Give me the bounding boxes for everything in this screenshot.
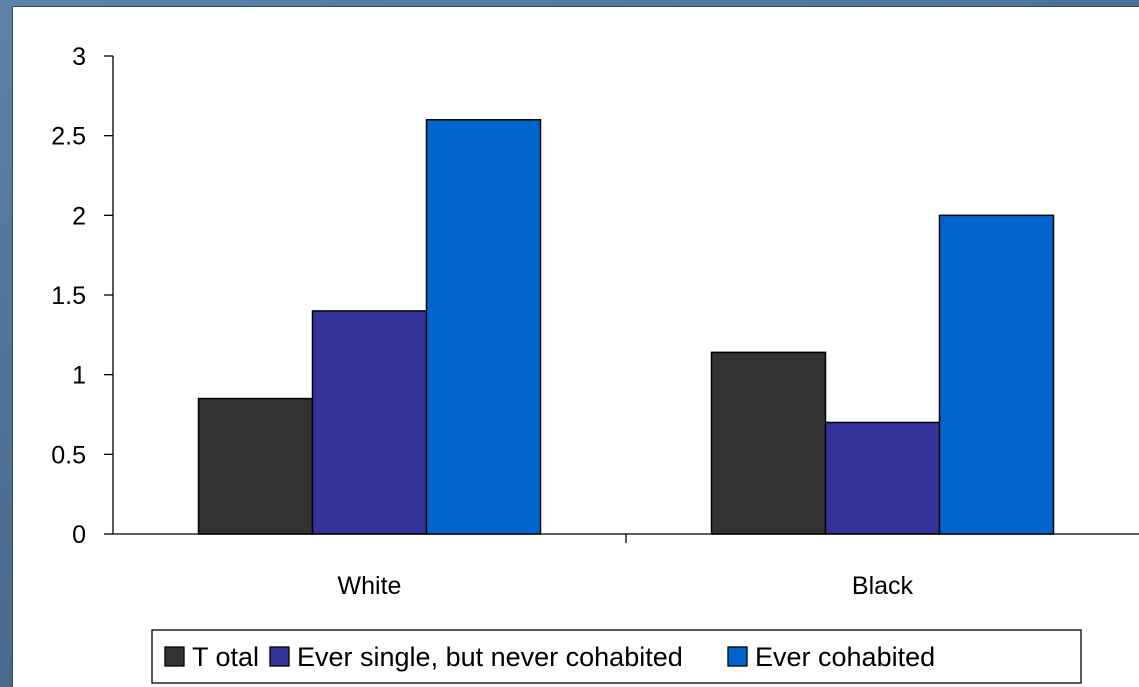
x-tick-label: White — [338, 572, 402, 600]
bar — [938, 214, 1055, 535]
bar — [425, 118, 542, 535]
x-tick-label: Black — [852, 572, 914, 600]
legend-label: Ever cohabited — [755, 642, 935, 672]
y-tick-label: 1 — [72, 362, 86, 390]
y-tick-label: 2.5 — [51, 123, 86, 151]
y-tick-label: 0.5 — [51, 441, 86, 469]
y-tick-label: 0 — [72, 521, 86, 549]
legend-label: Ever single, but never cohabited — [297, 642, 683, 672]
chart-bars — [197, 118, 1055, 535]
legend-swatch — [164, 646, 185, 667]
y-tick-label: 2 — [72, 202, 86, 230]
x-axis-labels: White Black — [338, 572, 914, 600]
y-tick-label: 1.5 — [51, 282, 86, 310]
bar — [710, 351, 827, 535]
bar — [311, 310, 428, 535]
bar — [197, 397, 314, 535]
chart-legend: T otal Ever single, but never cohabited Ev… — [151, 629, 1082, 684]
legend-label: T otal — [192, 642, 259, 672]
bar — [824, 421, 941, 535]
legend-swatch — [269, 646, 290, 667]
legend-swatch — [727, 646, 748, 667]
y-tick-label: 3 — [72, 43, 86, 71]
legend-box — [151, 629, 1082, 684]
